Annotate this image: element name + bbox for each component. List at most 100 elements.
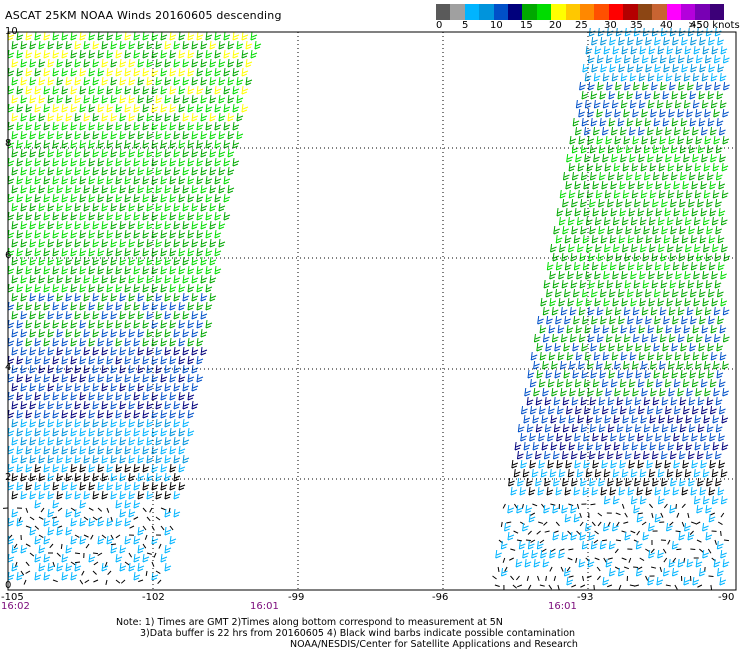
wind-barb — [133, 463, 141, 473]
wind-barb — [70, 561, 76, 566]
wind-barb — [200, 238, 208, 248]
wind-barb — [25, 409, 33, 419]
wind-barb — [697, 477, 704, 487]
wind-barb — [79, 499, 87, 509]
wind-barb — [604, 162, 612, 172]
wind-barb — [662, 548, 667, 554]
wind-barb — [70, 337, 78, 347]
wind-barb — [591, 261, 599, 271]
wind-barb — [603, 216, 611, 226]
wind-barb — [20, 454, 28, 464]
wind-barb — [115, 579, 121, 584]
wind-barb — [61, 265, 69, 275]
wind-barb — [223, 85, 231, 95]
wind-barb — [74, 490, 82, 500]
wind-barb — [164, 418, 172, 428]
wind-barb — [196, 301, 204, 311]
lon-label-102: -102 — [142, 592, 165, 603]
wind-barb — [573, 234, 581, 244]
wind-barb — [158, 543, 162, 549]
wind-barb — [52, 463, 60, 473]
colorbar-swatch — [464, 4, 480, 20]
wind-barb — [701, 324, 709, 334]
wind-barb — [137, 346, 145, 356]
wind-barb — [43, 391, 51, 401]
wind-barb — [16, 517, 24, 527]
wind-barb — [88, 553, 96, 563]
wind-barb — [106, 463, 114, 473]
wind-barb — [146, 292, 154, 302]
wind-barb — [651, 81, 658, 91]
wind-barb — [636, 234, 644, 244]
wind-barb — [648, 522, 655, 532]
wind-barb — [565, 459, 573, 469]
wind-barb — [16, 283, 24, 293]
wind-barb — [619, 180, 627, 190]
wind-barb — [97, 552, 103, 557]
wind-barb — [83, 112, 91, 122]
wind-barb — [25, 463, 33, 473]
wind-barb — [695, 135, 703, 145]
wind-barb — [88, 355, 96, 365]
wind-barb — [115, 283, 123, 293]
wind-barb — [164, 94, 172, 104]
wind-barb — [520, 459, 528, 469]
wind-barb — [576, 216, 584, 226]
wind-barb — [621, 557, 627, 561]
wind-barb — [609, 261, 617, 271]
wind-barb — [653, 90, 661, 100]
wind-barb — [699, 36, 706, 46]
wind-barb — [169, 121, 177, 131]
wind-barb — [110, 534, 114, 540]
wind-barb — [587, 108, 594, 118]
wind-barb — [34, 481, 42, 491]
wind-barb — [169, 301, 177, 311]
wind-barb — [169, 175, 177, 185]
wind-barb — [106, 85, 114, 95]
wind-barb — [697, 396, 705, 406]
wind-barb — [713, 108, 720, 118]
wind-barb — [104, 561, 108, 567]
wind-barb — [678, 450, 686, 460]
wind-barb — [595, 243, 602, 253]
wind-barb — [578, 306, 586, 316]
wind-barb — [639, 495, 647, 505]
wind-barb — [169, 355, 177, 365]
wind-barb — [7, 391, 15, 401]
wind-barb — [590, 342, 598, 352]
wind-barb — [79, 31, 87, 41]
wind-barb — [169, 535, 177, 545]
wind-barb — [600, 315, 607, 325]
wind-barb — [712, 243, 719, 253]
wind-barb — [128, 328, 136, 338]
wind-barb — [589, 171, 597, 181]
wind-barb — [689, 342, 697, 352]
wind-barb — [56, 292, 64, 302]
wind-barb — [629, 324, 637, 334]
wind-barb — [613, 189, 621, 199]
wind-barb — [623, 566, 630, 570]
wind-barb — [61, 67, 69, 77]
wind-barb — [232, 85, 240, 95]
wind-barb — [124, 355, 132, 365]
wind-barb — [675, 530, 681, 533]
wind-barb — [655, 459, 663, 469]
wind-barb — [106, 337, 114, 347]
wind-barb — [713, 333, 721, 343]
wind-barb — [688, 225, 695, 235]
wind-barb — [612, 270, 619, 280]
wind-barb — [83, 310, 91, 320]
wind-barb — [618, 36, 625, 46]
wind-barb — [608, 90, 616, 100]
wind-barb — [151, 85, 159, 95]
wind-barb — [29, 490, 37, 500]
wind-barb — [232, 139, 240, 149]
wind-barb — [169, 193, 177, 203]
wind-barb — [157, 579, 162, 585]
wind-barb — [56, 418, 64, 428]
wind-barb — [88, 139, 96, 149]
wind-barb — [178, 391, 186, 401]
wind-barb — [160, 409, 168, 419]
wind-barb — [182, 418, 190, 428]
wind-barb — [668, 306, 676, 316]
